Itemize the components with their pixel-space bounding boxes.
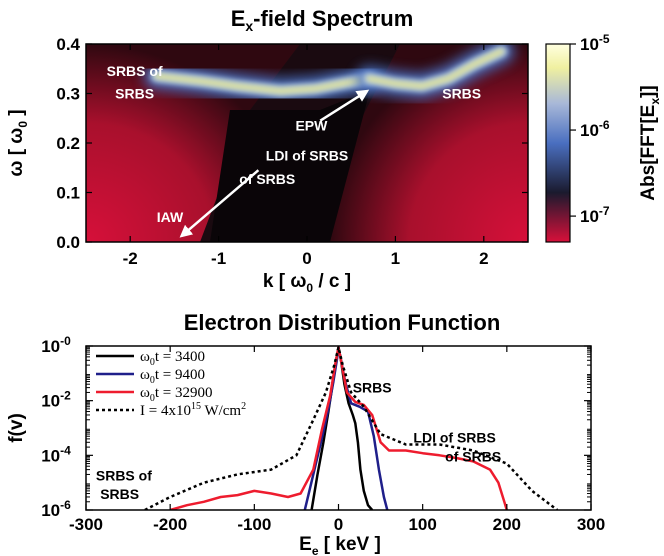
spectrum-ylabel: ω [ ω0 ] <box>6 109 30 176</box>
edf-annotations: SRBS LDI of SRBS of SRBS SRBS of SRBS <box>96 379 501 502</box>
spectrum-annotation-ldi-of-srbs-4: LDI of SRBS <box>266 147 348 163</box>
legend-label-3400: ω0t = 3400 <box>140 349 205 368</box>
spectrum-ytick-label-3: 0.3 <box>56 85 80 104</box>
spectrum-xtick-label-0: -2 <box>123 249 138 268</box>
edf-xlabel: Ee [ keV ] <box>299 534 381 556</box>
legend-entry-intensity: I = 4x1015 W/cm2 <box>96 401 246 419</box>
edf-xlabel-sub: e <box>312 544 319 556</box>
spectrum-arrow-1 <box>179 169 260 238</box>
spectrum-ytick-label-4: 0.4 <box>56 35 80 54</box>
edf-ylabel: f(v) <box>6 413 27 443</box>
edf-xtick-label-2: -100 <box>237 515 271 534</box>
spectrum-ytick-label-1: 0.1 <box>56 184 80 203</box>
legend-entry-9400: ω0t = 9400 <box>96 367 205 386</box>
edf-legend: ω0t = 3400 ω0t = 9400 ω0t = 32900 I = 4x… <box>96 349 246 419</box>
colorbar-tick-label-2: 10-7 <box>580 204 610 226</box>
spectrum-title-main: E <box>231 6 246 31</box>
spectrum-xlabel-main: k [ ω <box>263 271 307 292</box>
edf-series <box>144 346 559 510</box>
spectrum-title: Ex-field Spectrum <box>231 6 414 34</box>
legend-label-9400: ω0t = 9400 <box>140 367 205 386</box>
spectrum-annotation-srbs-1: SRBS <box>115 85 154 101</box>
colorbar-tick-label-1: 10-6 <box>580 118 610 140</box>
edf-xtick-label-0: -300 <box>69 515 103 534</box>
spectrum-xtick-label-4: 2 <box>479 249 488 268</box>
legend-entry-3400: ω0t = 3400 <box>96 349 205 368</box>
spectrum-annotation-srbs-of-0: SRBS of <box>107 63 163 79</box>
edf-annotation-of-srbs-2: of SRBS <box>445 448 501 464</box>
colorbar-scale <box>545 43 571 243</box>
colorbar-tick-label-0: 10-5 <box>580 32 610 54</box>
spectrum-ylabel-main: ω [ ω <box>6 128 27 177</box>
edf-xtick-label-1: -200 <box>153 515 187 534</box>
spectrum-xtick-label-3: 1 <box>391 249 400 268</box>
edf-annotation-ldi-of-srbs-1: LDI of SRBS <box>413 429 495 445</box>
spectrum-annotation-of-srbs-5: of SRBS <box>239 171 295 187</box>
edf-xtick-label-3: 0 <box>334 515 343 534</box>
spectrum-ytick-label-2: 0.2 <box>56 134 80 153</box>
edf-title: Electron Distribution Function <box>184 310 501 335</box>
edf-ytick-label-2: 10-4 <box>41 443 71 465</box>
spectrum-xlabel-rest: / c ] <box>313 271 351 292</box>
edf-series-i-4x10-3 <box>144 346 559 510</box>
edf-xtick-label-6: 300 <box>577 515 605 534</box>
spectrum-ticks: -2 -1 0 1 2 0.0 0.1 0.2 0.3 0.4 <box>56 35 528 268</box>
srbs-branch-core <box>366 48 504 89</box>
legend-label-intensity: I = 4x1015 W/cm2 <box>140 401 246 419</box>
legend-entry-32900: ω0t = 32900 <box>96 385 213 404</box>
srbs-of-srbs-branch-core <box>154 73 372 94</box>
edf-series-t-32900-2 <box>169 346 508 510</box>
colorbar-label-rest: ]] <box>638 85 659 98</box>
heatmap-dark-wedge <box>210 90 370 242</box>
edf-ytick-label-0: 10-0 <box>41 334 71 356</box>
spectrum-xtick-label-1: -1 <box>211 249 226 268</box>
spectrum-annotation-srbs-2: SRBS <box>442 85 481 101</box>
edf-xtick-label-4: 100 <box>408 515 436 534</box>
spectrum-annotation-iaw-6: IAW <box>157 209 184 225</box>
edf-xlabel-rest: [ keV ] <box>319 534 381 555</box>
colorbar: 10-5 10-6 10-7 Abs[FFT[Ex]] <box>545 32 662 243</box>
spectrum-ytick-label-0: 0.0 <box>56 233 80 252</box>
colorbar-label-sub: x <box>648 98 662 105</box>
edf-ytick-label-3: 10-6 <box>41 498 71 520</box>
edf-ytick-label-1: 10-2 <box>41 389 71 411</box>
spectrum-xlabel: k [ ω0 / c ] <box>263 271 351 295</box>
edf-annotation-srbs-of-3: SRBS of <box>96 468 152 484</box>
edf-xtick-label-5: 200 <box>493 515 521 534</box>
spectrum-annotation-epw-3: EPW <box>295 118 328 134</box>
heatmap-branches <box>143 44 515 104</box>
spectrum-arrow-0 <box>319 89 370 122</box>
spectrum-heatmap <box>86 44 528 242</box>
spectrum-panel: Ex-field Spectrum -2 -1 0 1 20.00.10.20.30.4… <box>6 6 662 295</box>
spectrum-ylabel-rest: ] <box>6 109 27 121</box>
colorbar-ticks: 10-5 10-6 10-7 <box>570 32 610 226</box>
spectrum-ylabel-sub: 0 <box>16 121 30 128</box>
spectrum-xtick-label-2: 0 <box>302 249 311 268</box>
spectrum-xlabel-sub: 0 <box>306 281 313 295</box>
edf-panel: Electron Distribution Function -300 -200-… <box>6 310 605 556</box>
edf-ticks: -300 -200 -100 0 100 200 300 10-0 10-2 10-4 10-6 <box>41 334 605 534</box>
edf-annotation-srbs-4: SRBS <box>100 486 139 502</box>
spectrum-title-sub: x <box>245 18 253 34</box>
edf-annotation-srbs-0: SRBS <box>353 379 392 395</box>
colorbar-label: Abs[FFT[Ex]] <box>638 85 662 200</box>
edf-plot-area <box>86 346 591 510</box>
colorbar-label-main: Abs[FFT[E <box>638 105 659 201</box>
legend-label-32900: ω0t = 32900 <box>140 385 213 404</box>
edf-xlabel-main: E <box>299 534 312 555</box>
spectrum-annotations: SRBS of SRBS SRBS EPW LDI of SRBS of SRBS IAW <box>107 63 481 238</box>
spectrum-title-rest: -field Spectrum <box>253 6 413 31</box>
